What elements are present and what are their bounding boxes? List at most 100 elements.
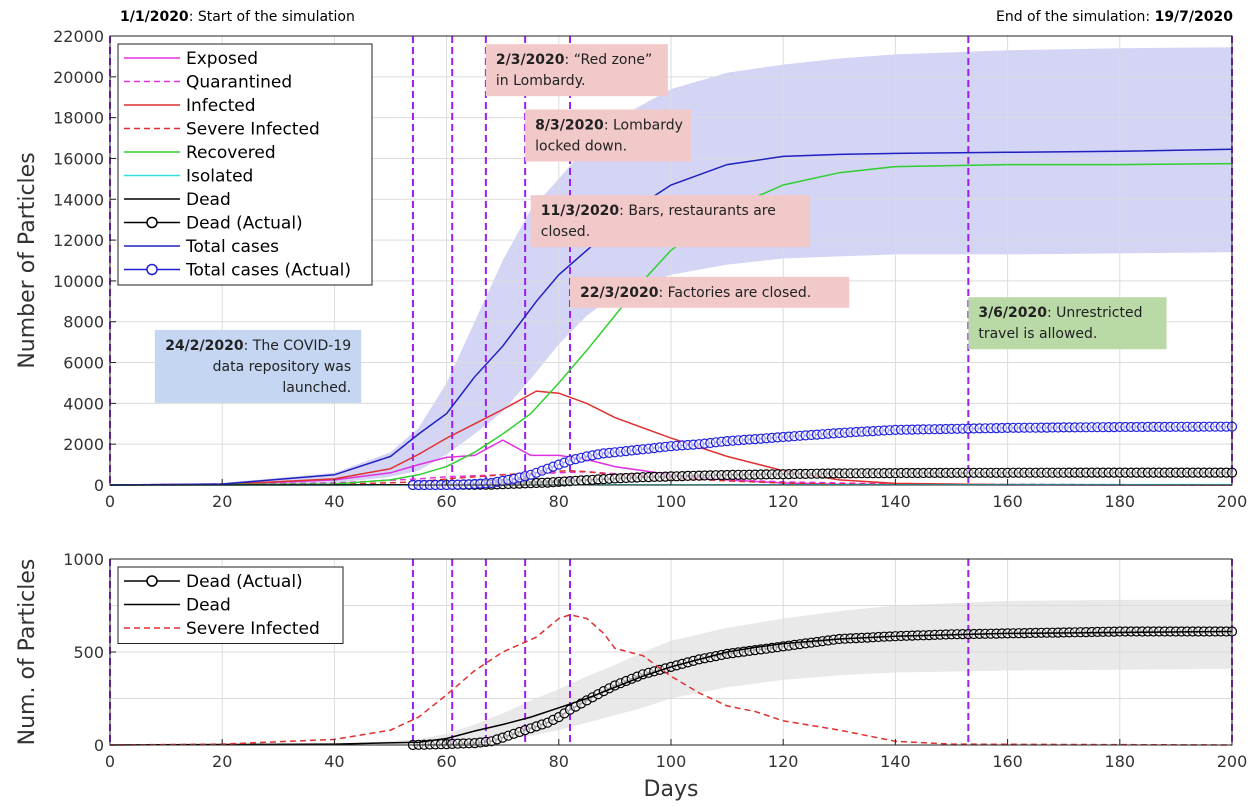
bottom-y-axis-label: Num. of Particles [15,559,40,746]
x-tick-label: 40 [324,492,344,511]
y-tick-label: 1000 [63,550,104,569]
annotation-box [485,44,668,97]
top-plot: 0 20 40 60 80 100 120 140 160 180 200 0 2000 4000 600… [15,27,1247,511]
bottom-x-ticks: 0 20 40 60 80 100 120 140 160 180 200 [105,739,1247,771]
x-tick-label: 0 [105,492,115,511]
x-tick-label: 120 [768,492,799,511]
legend-label: Dead [186,596,231,616]
y-tick-label: 10000 [53,272,104,291]
legend-label: Recovered [186,143,276,163]
x-tick-label: 60 [436,492,456,511]
legend-label: Severe Infected [186,619,320,639]
top-y-axis-label: Number of Particles [15,152,40,368]
y-tick-label: 0 [94,736,104,755]
annotation-unrestricted-travel: 3/6/2020: Unrestricted travel is allowed. [968,297,1167,350]
annotation-lombardy-lockdown: 8/3/2020: Lombardy locked down. [525,109,691,162]
annotation-text: 8/3/2020: Lombardy [535,117,683,133]
legend-marker [146,575,158,587]
y-tick-label: 6000 [63,354,104,373]
annotation-text: travel is allowed. [978,326,1097,342]
legend-label: Infected [186,96,256,116]
annotation-text: launched. [282,380,351,396]
x-tick-label: 40 [324,752,344,771]
legend-label: Isolated [186,167,253,187]
x-tick-label: 180 [1105,492,1136,511]
legend-marker [146,216,158,229]
y-tick-label: 500 [73,643,104,662]
legend-label: Exposed [186,49,258,69]
x-tick-label: 200 [1217,752,1248,771]
legend-label: Total cases [185,237,279,257]
annotation-text: in Lombardy. [496,73,586,89]
x-tick-label: 160 [992,752,1023,771]
annotations-layer: 2/3/2020: “Red zone” in Lombardy. 8/3/2020… [154,44,1167,403]
annotation-box [154,329,362,403]
y-tick-label: 12000 [53,231,104,250]
series-line-recovered [109,162,1233,486]
annotation-box [525,109,691,162]
x-tick-label: 80 [549,492,569,511]
annotation-text: data repository was [213,359,352,375]
y-tick-label: 0 [94,476,104,495]
x-tick-label: 20 [212,492,232,511]
x-tick-label: 100 [656,492,687,511]
y-tick-label: 20000 [53,68,104,87]
annotation-box [968,297,1167,350]
x-tick-label: 20 [212,752,232,771]
bottom-legend: Dead (Actual) Dead Severe Infected [117,566,344,644]
bottom-y-ticks: 0 500 1000 [63,550,116,755]
annotation-covid-repo: 24/2/2020: The COVID-19 data repository w… [154,329,362,403]
end-note: End of the simulation: 19/7/2020 [996,9,1233,25]
legend-label: Quarantined [186,73,292,93]
annotation-bars-closed: 11/3/2020: Bars, restaurants are closed. [530,195,810,248]
x-tick-label: 140 [880,752,911,771]
x-tick-label: 100 [656,752,687,771]
annotation-text: closed. [541,224,590,240]
legend-label: Severe Infected [186,120,320,140]
series-line-dead [109,630,1233,746]
series-line-total-cases [109,148,1233,486]
annotation-text: 3/6/2020: Unrestricted [978,305,1142,321]
annotation-factories-closed: 22/3/2020: Factories are closed. [570,276,850,308]
y-tick-label: 16000 [53,149,104,168]
y-tick-label: 8000 [63,313,104,332]
annotation-text: 24/2/2020: The COVID-19 [165,338,351,354]
top-legend: Exposed Quarantined Infected Severe Infecte… [117,43,373,286]
annotation-red-zone: 2/3/2020: “Red zone” in Lombardy. [485,44,668,97]
x-tick-label: 160 [992,492,1023,511]
legend-label: Dead (Actual) [186,214,303,234]
top-x-ticks: 0 20 40 60 80 100 120 140 160 180 200 [105,479,1247,511]
x-tick-label: 140 [880,492,911,511]
bottom-x-axis-label: Days [644,777,699,802]
top-y-ticks: 0 2000 4000 6000 8000 10000 12000 14000 16000 180… [53,27,116,495]
y-tick-label: 22000 [53,27,104,46]
x-tick-label: 200 [1217,492,1248,511]
x-tick-label: 80 [549,752,569,771]
annotation-box [530,195,810,248]
series-line-severe-infected [109,614,1233,746]
annotation-text: locked down. [535,138,627,154]
legend-marker [146,263,158,276]
x-tick-label: 0 [105,752,115,771]
x-tick-label: 180 [1105,752,1136,771]
x-tick-label: 60 [436,752,456,771]
legend-box [117,43,373,286]
annotation-text: 2/3/2020: “Red zone” [496,52,652,68]
legend-label: Total cases (Actual) [185,261,351,281]
bottom-plot: 0 20 40 60 80 100 120 140 160 180 200 0 500 1000 Num… [15,550,1247,802]
legend-label: Dead [186,190,231,210]
x-tick-label: 120 [768,752,799,771]
y-tick-label: 4000 [63,394,104,413]
series-line-infected [109,390,1233,486]
y-tick-label: 14000 [53,190,104,209]
annotation-box [570,276,850,308]
annotation-text: 22/3/2020: Factories are closed. [580,285,811,301]
bottom-series-layer [109,614,1238,751]
y-tick-label: 18000 [53,109,104,128]
series-line-severe-infected [109,469,1233,486]
legend-label: Dead (Actual) [186,572,303,592]
y-tick-label: 2000 [63,435,104,454]
annotation-text: 11/3/2020: Bars, restaurants are [541,203,776,219]
start-note: 1/1/2020: Start of the simulation [120,9,355,25]
